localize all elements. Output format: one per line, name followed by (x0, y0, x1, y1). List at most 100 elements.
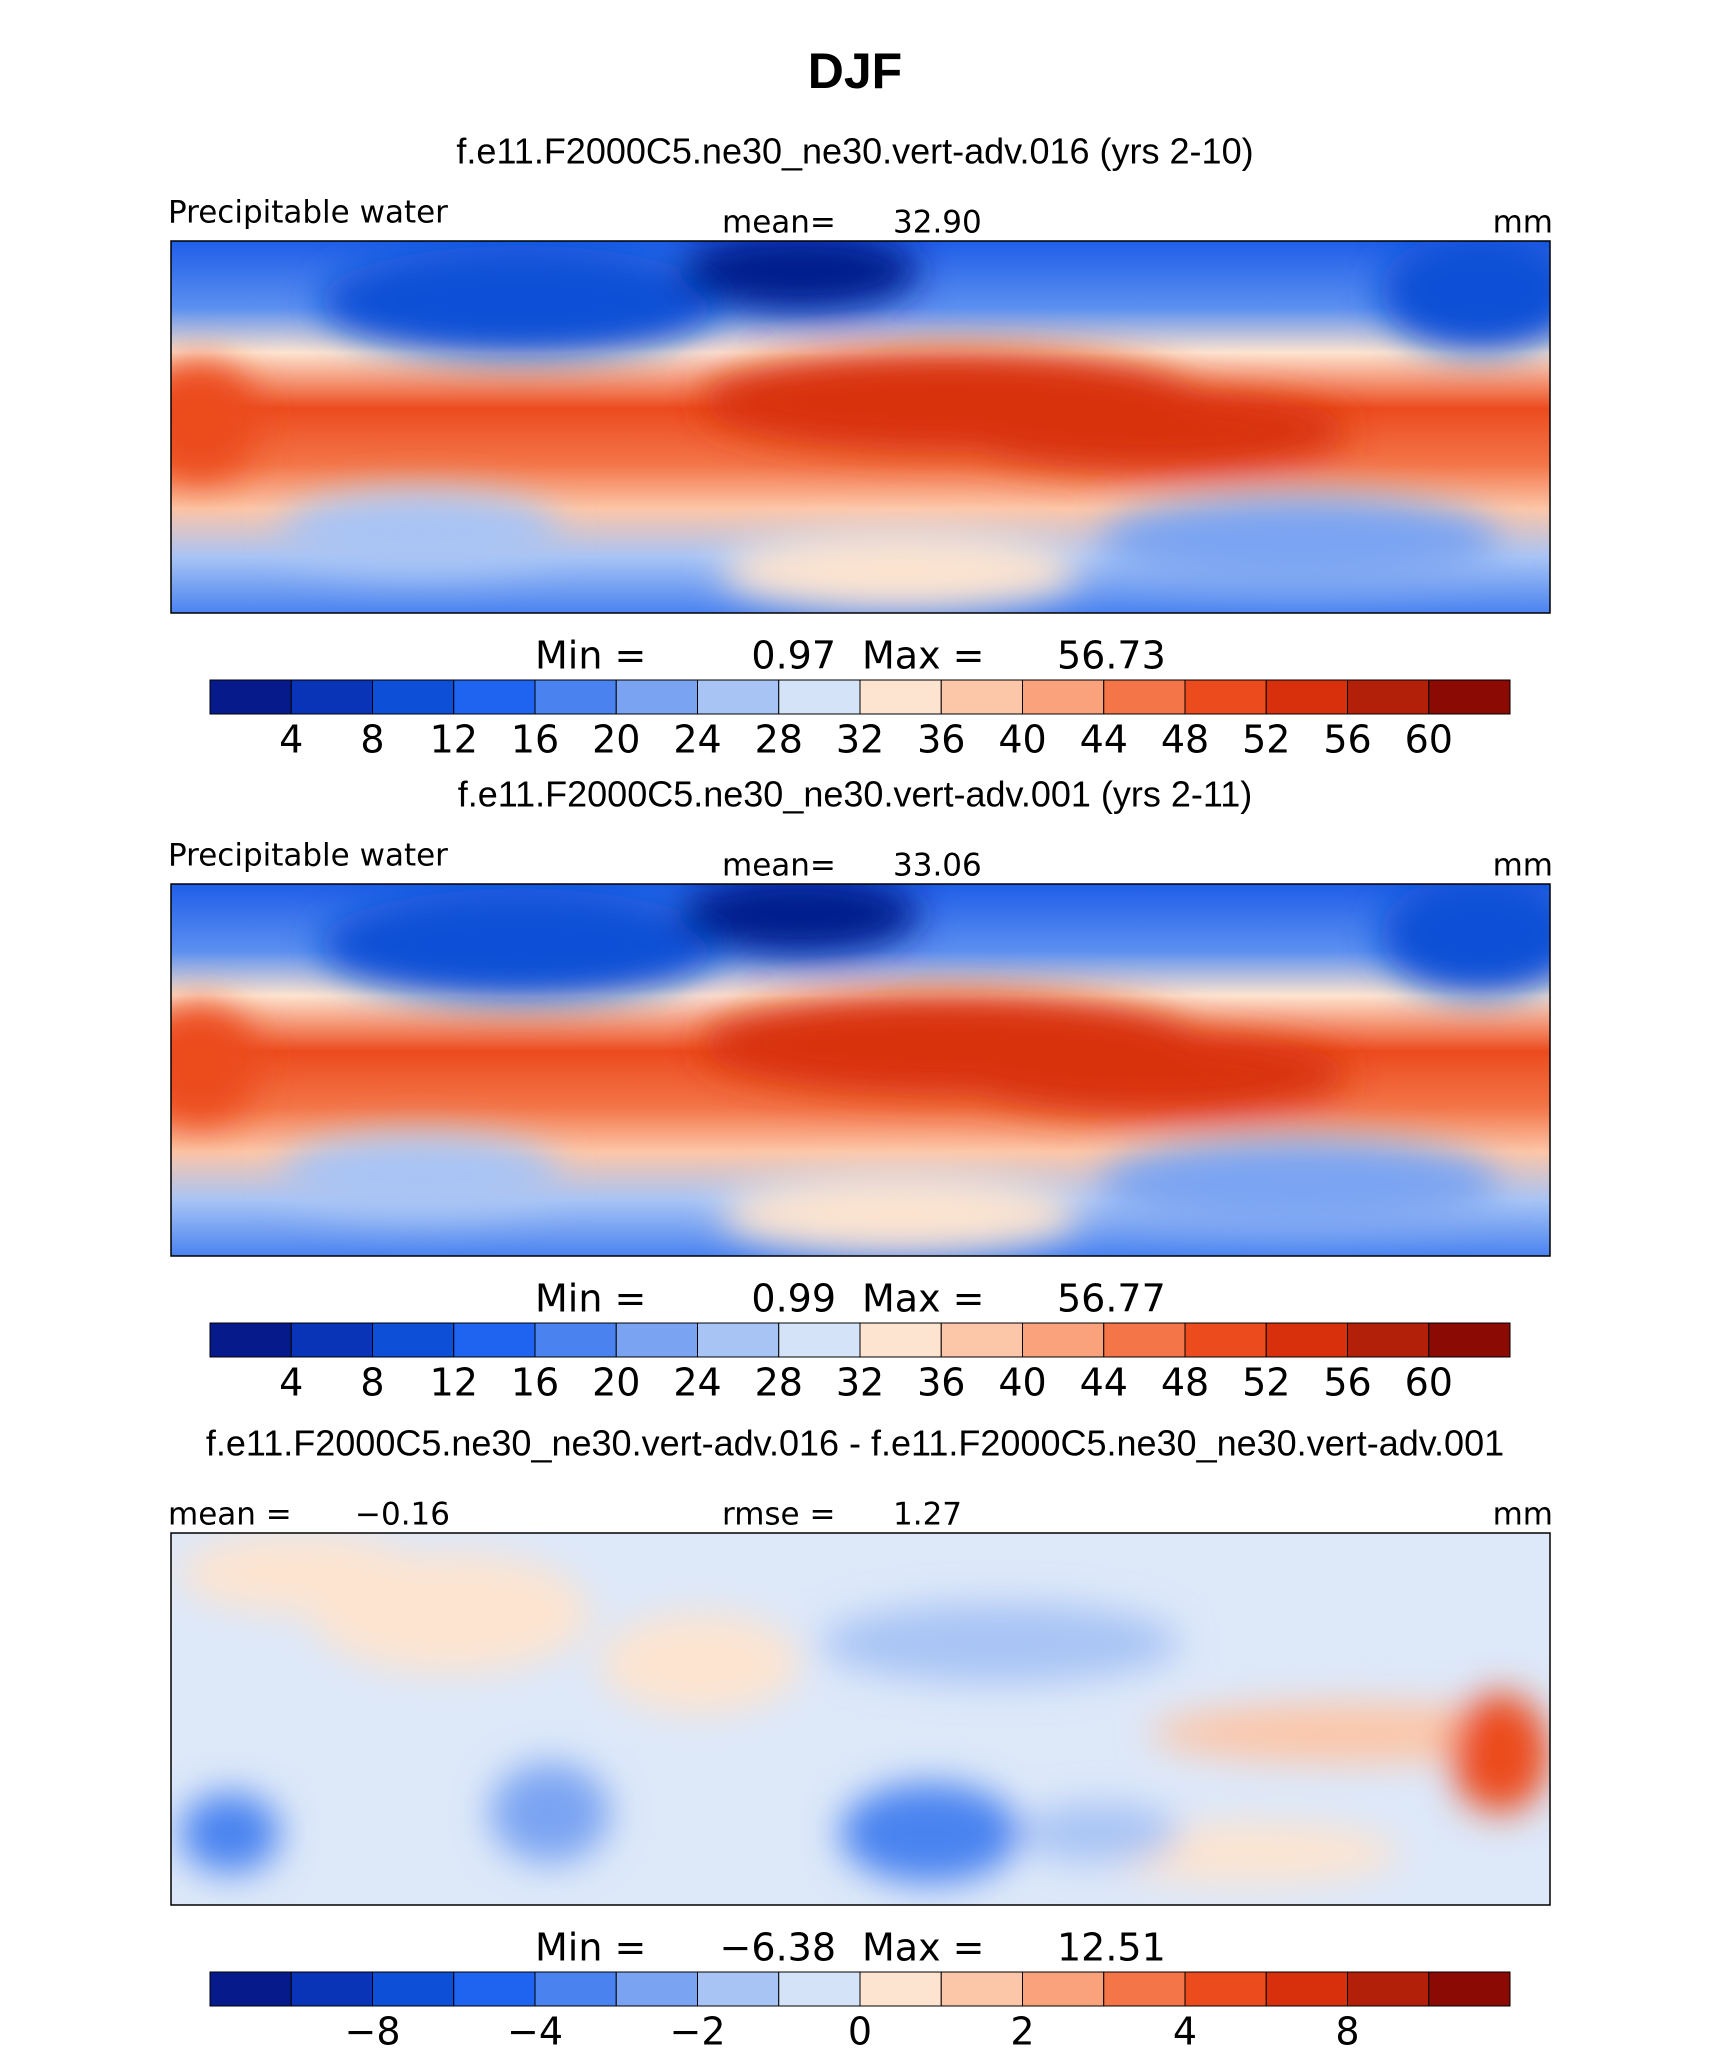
colorbar-label: 60 (1405, 1361, 1453, 1405)
field-blob (600, 1613, 800, 1713)
colorbar-box (1347, 1971, 1430, 2007)
field-blob (171, 361, 260, 481)
colorbar-box (1184, 1322, 1267, 1358)
colorbar-box (615, 1971, 698, 2007)
stat-label: rmse = (722, 1497, 835, 1533)
colorbar-label: 24 (673, 718, 721, 762)
map-frame (170, 240, 1551, 614)
field-blobs (171, 884, 1550, 1254)
field-blob (950, 1034, 1350, 1114)
colorbar-label: 16 (511, 1361, 559, 1405)
units: mm (1493, 205, 1553, 241)
colorbar-label: 52 (1242, 1361, 1290, 1405)
field-blob (320, 889, 720, 999)
colorbar-box (534, 679, 617, 715)
left-value: −0.16 (355, 1497, 450, 1533)
colorbar-box (534, 1322, 617, 1358)
max-value: 56.73 (1057, 634, 1166, 678)
colorbar-box (534, 1971, 617, 2007)
field-blob (490, 1763, 610, 1863)
stat-label: mean= (722, 205, 836, 241)
colorbar-label: −8 (344, 2010, 400, 2049)
colorbar-label: 40 (998, 1361, 1046, 1405)
stat-value: 32.90 (893, 205, 982, 241)
colorbar-label: 8 (1335, 2010, 1359, 2049)
field-blob (180, 1533, 420, 1613)
max-value: 12.51 (1057, 1926, 1166, 1970)
colorbar-box (940, 679, 1023, 715)
colorbar-label: 12 (430, 1361, 478, 1405)
left-label: Precipitable water (168, 195, 448, 231)
colorbar-box (1184, 679, 1267, 715)
colorbar-box (1265, 679, 1348, 715)
colorbar-label: 2 (1010, 2010, 1034, 2049)
colorbar-box (1428, 1971, 1511, 2007)
colorbar-label: 36 (917, 1361, 965, 1405)
colorbar-box (1022, 1971, 1105, 2007)
colorbar-box (940, 1971, 1023, 2007)
map-field (171, 241, 1550, 613)
field-blob (1100, 1139, 1500, 1229)
field-blob (720, 531, 1080, 611)
colorbar-label: 44 (1080, 718, 1128, 762)
max-value: 56.77 (1057, 1277, 1166, 1321)
colorbar-box (1103, 1322, 1186, 1358)
field-blob (840, 1783, 1020, 1883)
colorbar-box (778, 679, 861, 715)
colorbar-label: 8 (360, 718, 384, 762)
colorbar-label: 40 (998, 718, 1046, 762)
colorbar-label: 28 (755, 718, 803, 762)
min-label: Min = (535, 1277, 646, 1321)
colorbar-box (859, 1971, 942, 2007)
colorbar-box (1347, 1322, 1430, 1358)
colorbar-label: 4 (279, 718, 303, 762)
left-label: mean = (168, 1497, 292, 1533)
panel-title: f.e11.F2000C5.ne30_ne30.vert-adv.016 (yr… (456, 131, 1253, 172)
colorbar-label: −4 (507, 2010, 563, 2049)
colorbar-label: 12 (430, 718, 478, 762)
field-blob (950, 391, 1350, 471)
min-label: Min = (535, 1926, 646, 1970)
colorbar-box (1428, 679, 1511, 715)
colorbar-label: 48 (1161, 718, 1209, 762)
colorbar-box (1022, 679, 1105, 715)
field-blob (1380, 241, 1550, 351)
colorbar-box (453, 679, 536, 715)
field-blob (1450, 1693, 1550, 1813)
colorbar-box (209, 1971, 292, 2007)
map-field (171, 884, 1550, 1256)
colorbar-box (697, 679, 780, 715)
colorbar-label: 8 (360, 1361, 384, 1405)
colorbar-box (372, 1971, 455, 2007)
colorbar-box (778, 1322, 861, 1358)
field-blob (280, 1134, 560, 1214)
colorbar-label: 52 (1242, 718, 1290, 762)
colorbar-box (209, 1322, 292, 1358)
field-blob (1380, 884, 1550, 994)
colorbar-label: −2 (669, 2010, 725, 2049)
max-label: Max = (862, 1926, 984, 1970)
colorbar-label: 16 (511, 718, 559, 762)
field-blobs (180, 1533, 1550, 1883)
units: mm (1493, 1497, 1553, 1533)
colorbar-label: 24 (673, 1361, 721, 1405)
field-blob (1100, 496, 1500, 586)
field-blob (1020, 1803, 1180, 1863)
colorbar-label: 4 (1173, 2010, 1197, 2049)
left-label: Precipitable water (168, 838, 448, 874)
min-value: 0.99 (751, 1277, 836, 1321)
field-blob (280, 491, 560, 571)
colorbar-box (615, 679, 698, 715)
field-blob (180, 1793, 280, 1873)
colorbar-label: 44 (1080, 1361, 1128, 1405)
min-value: 0.97 (751, 634, 836, 678)
colorbar-label: 48 (1161, 1361, 1209, 1405)
stat-value: 33.06 (893, 848, 982, 884)
colorbar-label: 20 (592, 718, 640, 762)
stat-label: mean= (722, 848, 836, 884)
panel-title: f.e11.F2000C5.ne30_ne30.vert-adv.001 (yr… (458, 774, 1252, 815)
colorbar-box (1184, 1971, 1267, 2007)
map-frame (170, 1532, 1551, 1906)
colorbar-box (1022, 1322, 1105, 1358)
